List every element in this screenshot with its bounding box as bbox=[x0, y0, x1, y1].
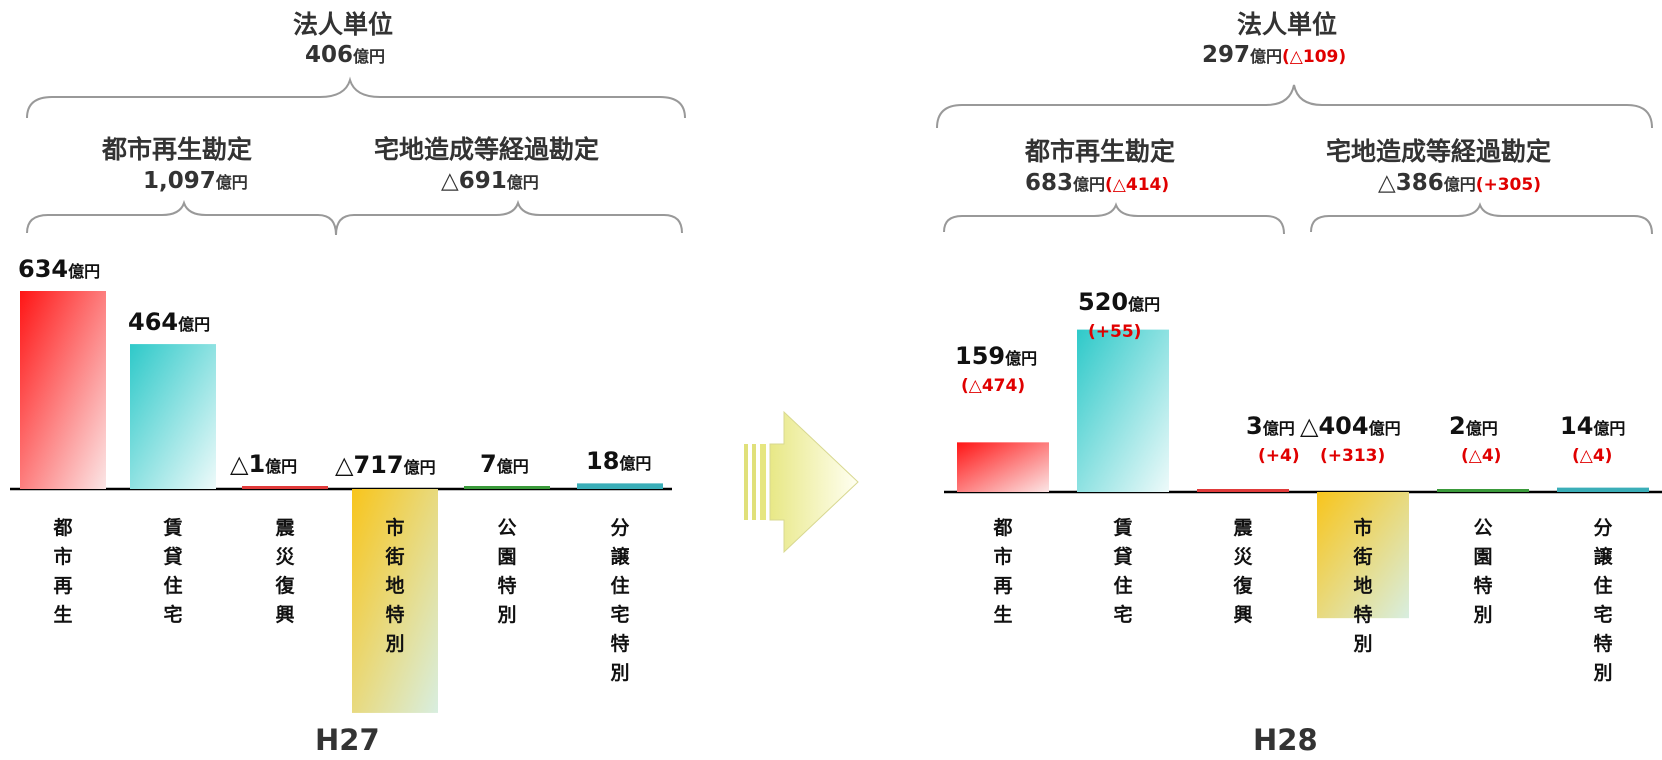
unit-label: 億円 bbox=[215, 173, 248, 192]
category-label: 賃貸住宅 bbox=[1113, 517, 1133, 626]
unit-label: 億円 bbox=[353, 47, 386, 66]
bar-value-label: 159億円 bbox=[955, 342, 1038, 370]
bar-h27-5 bbox=[577, 483, 663, 489]
bar-h28-5 bbox=[1557, 487, 1649, 492]
right-group-land-delta: (+305) bbox=[1475, 175, 1541, 195]
left-group-city-title: 都市再生勘定 bbox=[102, 135, 253, 164]
category-label: 震災復興 bbox=[1233, 517, 1253, 626]
bar-value-label: 7億円 bbox=[480, 450, 529, 478]
category-label: 都市再生 bbox=[993, 517, 1013, 626]
category-label: 都市再生 bbox=[53, 517, 73, 626]
bar-delta-label: (△474) bbox=[961, 376, 1026, 396]
unit-label: 億円 bbox=[1443, 175, 1476, 194]
bar-value-label: △717億円 bbox=[335, 451, 436, 479]
bar-value-label: 3億円 bbox=[1246, 412, 1295, 440]
right-header-amount: 297億円(△109) bbox=[1202, 42, 1347, 68]
right-header-delta: (△109) bbox=[1282, 47, 1347, 67]
left-header-title: 法人単位 bbox=[293, 10, 394, 39]
bar-h27-2 bbox=[242, 486, 328, 489]
category-label: 震災復興 bbox=[275, 517, 295, 626]
unit-label: 億円 bbox=[1073, 175, 1106, 194]
bar-h28-4 bbox=[1437, 489, 1529, 492]
bar-value-label: △404億円 bbox=[1300, 412, 1401, 440]
category-label: 分譲住宅特別 bbox=[610, 517, 630, 684]
bar-value-label: 520億円 bbox=[1078, 287, 1161, 316]
bar-h27-3 bbox=[352, 489, 438, 713]
right-group-land-amount: △386億円(+305) bbox=[1378, 170, 1541, 196]
bar-value-label: 464億円 bbox=[128, 308, 211, 337]
brace-left-top bbox=[26, 76, 686, 119]
bar-value-label: 634億円 bbox=[18, 255, 101, 283]
bar-delta-label: (△4) bbox=[1572, 446, 1613, 466]
right-arrow-icon bbox=[744, 410, 859, 554]
category-label: 公園特別 bbox=[1473, 517, 1493, 626]
right-group-city-title: 都市再生勘定 bbox=[1025, 137, 1176, 166]
left-header-amount: 406億円 bbox=[305, 42, 386, 68]
bar-h28-0 bbox=[957, 442, 1049, 492]
bar-delta-label: (△4) bbox=[1461, 446, 1502, 466]
bar-h27-1 bbox=[130, 344, 216, 489]
bar-value-label: 18億円 bbox=[586, 447, 652, 476]
brace-left-city bbox=[26, 199, 337, 236]
right-group-city-amount: 683億円(△414) bbox=[1025, 170, 1170, 196]
left-group-land-title: 宅地造成等経過勘定 bbox=[374, 135, 600, 164]
category-label: 分譲住宅特別 bbox=[1593, 517, 1613, 684]
bar-h28-3 bbox=[1317, 492, 1409, 619]
bar-delta-label: (+313) bbox=[1320, 446, 1386, 466]
bar-value-label: △1億円 bbox=[230, 450, 298, 478]
right-header-title: 法人単位 bbox=[1237, 10, 1338, 39]
bar-h27-0 bbox=[20, 291, 106, 489]
right-year-label: H28 bbox=[1253, 723, 1318, 757]
bar-delta-label: (+4) bbox=[1258, 446, 1300, 466]
bar-delta-label: (+55) bbox=[1088, 321, 1142, 342]
category-label: 公園特別 bbox=[497, 517, 517, 626]
unit-label: 億円 bbox=[1250, 47, 1283, 66]
right-group-city-delta: (△414) bbox=[1105, 175, 1170, 195]
bar-h28-2 bbox=[1197, 489, 1289, 492]
brace-right-land bbox=[1310, 202, 1653, 235]
brace-left-land bbox=[335, 199, 683, 236]
right-group-land-title: 宅地造成等経過勘定 bbox=[1326, 137, 1552, 166]
bar-value-label: 14億円 bbox=[1560, 412, 1626, 440]
brace-right-top bbox=[936, 84, 1653, 129]
bar-value-label: 2億円 bbox=[1449, 412, 1498, 440]
brace-right-city bbox=[943, 202, 1285, 235]
category-label: 市街地特別 bbox=[385, 517, 405, 655]
category-label: 賃貸住宅 bbox=[163, 517, 183, 626]
unit-label: 億円 bbox=[506, 173, 539, 192]
bar-h28-1 bbox=[1077, 329, 1169, 492]
left-year-label: H27 bbox=[315, 723, 380, 757]
left-group-city-amount: 1,097億円 bbox=[143, 168, 248, 194]
left-group-land-amount: △691億円 bbox=[441, 168, 539, 194]
bar-h27-4 bbox=[464, 486, 550, 489]
category-label: 市街地特別 bbox=[1353, 517, 1373, 655]
